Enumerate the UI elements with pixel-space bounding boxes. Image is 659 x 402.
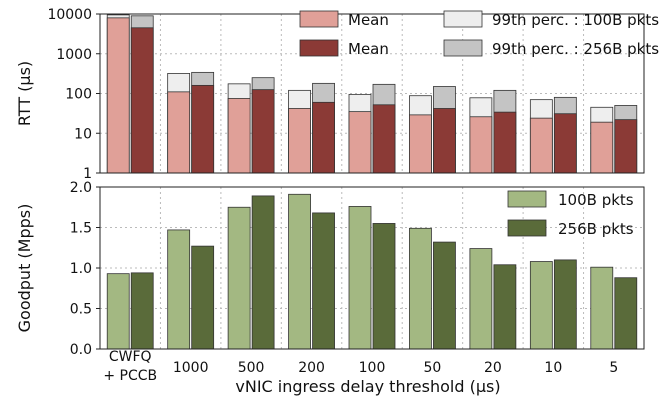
rtt-mean-100b-bar (409, 114, 432, 174)
rtt-legend-label: 99th perc. : 256B pkts (492, 40, 659, 58)
goodput-100b-bar (227, 206, 251, 350)
rtt-mean-100b-bar (590, 121, 614, 174)
rtt-mean-100b-bar (106, 17, 130, 174)
goodput-ytick-label: 1.5 (70, 221, 92, 237)
rtt-mean-256b-bar (191, 84, 215, 174)
x-axis-label: vNIC ingress delay threshold (μs) (235, 377, 500, 396)
rtt-mean-100b-bar (288, 108, 311, 174)
goodput-legend-label: 100B pkts (558, 191, 634, 209)
goodput-100b-bar (409, 227, 432, 350)
rtt-ytick-label: 1 (83, 166, 92, 182)
goodput-256b-bar (251, 195, 275, 350)
rtt-mean-256b-bar (433, 108, 456, 174)
goodput-100b-bar (288, 193, 311, 350)
goodput-256b-bar (191, 245, 215, 350)
rtt-legend-swatch (299, 10, 339, 28)
goodput-100b-bar (348, 206, 372, 350)
goodput-y-axis-label: Goodput (Mpps) (15, 204, 34, 333)
goodput-100b-bar (590, 266, 614, 350)
goodput-legend-label: 256B pkts (558, 220, 634, 238)
rtt-mean-100b-bar (348, 111, 372, 174)
rtt-mean-256b-bar (372, 104, 396, 174)
x-tick-label: CWFQ (109, 349, 152, 365)
goodput-ytick-label: 0.0 (70, 342, 92, 358)
rtt-legend-label: Mean (348, 40, 389, 58)
goodput-panel: 0.0 0.5 1.0 1.5 2.0 Goodput (Mpps) 100B pkts 25… (15, 180, 645, 384)
rtt-legend-label: Mean (348, 11, 389, 29)
goodput-ytick-label: 0.5 (70, 302, 92, 318)
rtt-mean-100b-bar (167, 91, 191, 174)
rtt-mean-256b-bar (493, 111, 517, 174)
rtt-mean-256b-bar (614, 119, 638, 174)
rtt-legend-swatch (443, 10, 483, 28)
x-tick-label: 20 (484, 360, 502, 376)
rtt-y-axis-label: RTT (μs) (15, 61, 34, 126)
goodput-ytick-label: 1.0 (70, 261, 92, 277)
goodput-100b-bar (106, 273, 130, 350)
rtt-mean-256b-bar (130, 27, 154, 174)
rtt-legend-swatch (443, 39, 483, 57)
rtt-ytick-label: 10000 (47, 7, 92, 23)
x-tick-label: 50 (424, 360, 442, 376)
goodput-256b-bar (130, 272, 154, 350)
x-tick-label: 500 (238, 360, 265, 376)
goodput-256b-bar (553, 259, 577, 350)
x-tick-label: + PCCB (103, 368, 157, 384)
rtt-ytick-label: 1000 (56, 47, 92, 63)
goodput-ytick-label: 2.0 (70, 180, 92, 196)
goodput-256b-bar (433, 241, 456, 350)
rtt-ytick-label: 10 (74, 126, 92, 142)
goodput-256b-bar (493, 264, 517, 350)
rtt-legend-swatch (299, 39, 339, 57)
goodput-legend-swatch (507, 190, 547, 208)
goodput-100b-bar (469, 248, 493, 350)
rtt-mean-100b-bar (469, 116, 493, 174)
rtt-panel: 1 10 100 1000 10000 RTT (μs) Mean 99th perc. : … (15, 7, 659, 182)
x-tick-label: 10 (544, 360, 562, 376)
x-tick-label: 100 (359, 360, 386, 376)
rtt-mean-256b-bar (251, 89, 275, 174)
goodput-100b-bar (167, 229, 191, 350)
x-tick-label: 1000 (173, 360, 209, 376)
rtt-legend-label: 99th perc. : 100B pkts (492, 11, 659, 29)
x-tick-label: 200 (298, 360, 325, 376)
rtt-mean-256b-bar (553, 113, 577, 174)
goodput-256b-bar (372, 223, 396, 350)
rtt-mean-100b-bar (529, 117, 553, 174)
x-tick-label: 5 (609, 360, 618, 376)
rtt-ytick-label: 100 (65, 87, 92, 103)
goodput-256b-bar (312, 212, 335, 350)
goodput-256b-bar (614, 277, 638, 350)
rtt-mean-100b-bar (227, 98, 251, 174)
goodput-100b-bar (529, 261, 553, 350)
goodput-legend-swatch (507, 219, 547, 237)
rtt-mean-256b-bar (312, 101, 335, 174)
